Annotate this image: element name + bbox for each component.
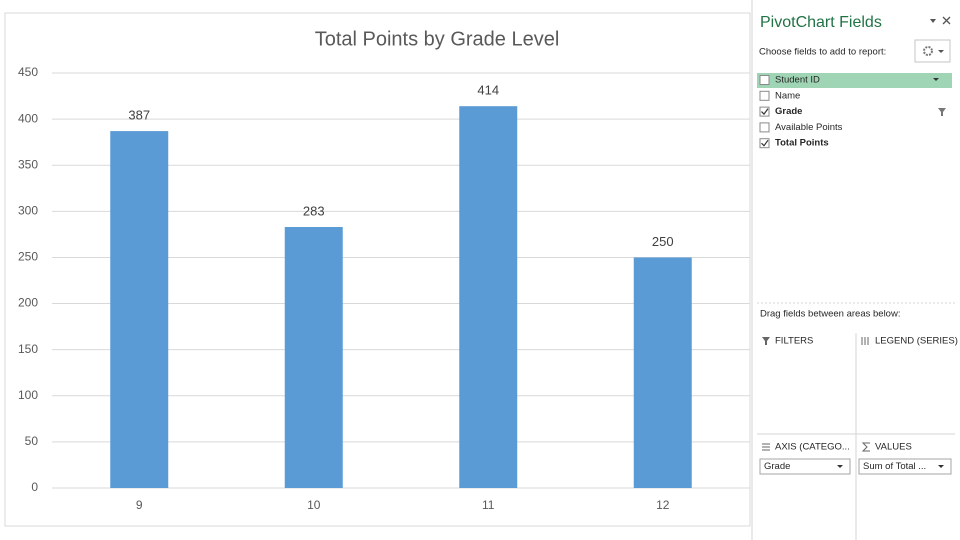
- field-label[interactable]: Grade: [775, 106, 802, 117]
- field-label[interactable]: Total Points: [775, 138, 829, 149]
- values-label: VALUES: [875, 442, 912, 453]
- y-tick-label: 300: [18, 204, 38, 218]
- values-icon: [861, 442, 870, 452]
- area-field[interactable]: [858, 458, 952, 475]
- data-label: 250: [652, 234, 674, 249]
- bar: [633, 257, 692, 488]
- checkbox[interactable]: [759, 138, 770, 149]
- y-tick-label: 100: [18, 388, 38, 402]
- y-tick-label: 150: [18, 342, 38, 356]
- y-tick-label: 50: [25, 434, 39, 448]
- settings-button[interactable]: [914, 39, 951, 63]
- legend-icon: [861, 337, 869, 345]
- field-highlight: [757, 73, 952, 88]
- checkbox[interactable]: [759, 122, 770, 133]
- checkbox[interactable]: [759, 75, 770, 85]
- y-tick-label: 450: [18, 65, 38, 79]
- area-field[interactable]: [759, 458, 851, 475]
- y-tick-label: 350: [18, 157, 38, 171]
- panel-title: PivotChart Fields: [760, 14, 882, 31]
- axis-icon: [762, 443, 770, 451]
- gear-icon: [923, 46, 933, 56]
- data-label: 387: [128, 108, 150, 123]
- data-label: 283: [303, 203, 325, 218]
- field-label[interactable]: Student ID: [775, 75, 820, 86]
- x-tick-label: 10: [307, 498, 321, 512]
- filters-icon: [762, 337, 770, 345]
- area-field-arrow: [938, 465, 944, 468]
- field-dropdown[interactable]: [933, 78, 939, 81]
- checkmark: [761, 139, 769, 147]
- bar: [110, 131, 169, 488]
- field-label[interactable]: Name: [775, 90, 800, 101]
- area-field-label: Grade: [764, 461, 790, 472]
- settings-arrow: [938, 50, 944, 53]
- checkbox[interactable]: [759, 106, 770, 117]
- y-tick-label: 250: [18, 250, 38, 264]
- filter-icon: [938, 108, 946, 116]
- legend-label: LEGEND (SERIES): [875, 336, 958, 347]
- filters-label: FILTERS: [775, 336, 813, 347]
- chart-title: Total Points by Grade Level: [315, 28, 560, 50]
- x-tick-label: 11: [482, 498, 495, 512]
- data-label: 414: [477, 83, 499, 98]
- axis-label: AXIS (CATEGO...: [775, 442, 850, 453]
- checkbox[interactable]: [759, 90, 770, 101]
- area-fields: Grade Sum of Total ...: [759, 458, 952, 475]
- x-tick-label: 9: [136, 498, 143, 512]
- area-field-label: Sum of Total ...: [863, 461, 926, 472]
- area-field-arrow: [837, 465, 843, 468]
- field-list: Student ID Name Grade Available Points Total…: [757, 73, 952, 149]
- field-label[interactable]: Available Points: [775, 122, 843, 133]
- y-tick-label: 0: [31, 480, 38, 494]
- areas-instruction: Drag fields between areas below:: [760, 309, 900, 320]
- bar: [459, 106, 518, 488]
- checkmark: [761, 108, 769, 116]
- x-tick-label: 12: [656, 498, 670, 512]
- panel-menu[interactable]: [930, 19, 936, 23]
- y-tick-label: 400: [18, 111, 38, 125]
- bar: [284, 227, 343, 488]
- panel-close[interactable]: [942, 16, 951, 25]
- instruction: Choose fields to add to report:: [759, 47, 886, 58]
- y-tick-label: 200: [18, 296, 38, 310]
